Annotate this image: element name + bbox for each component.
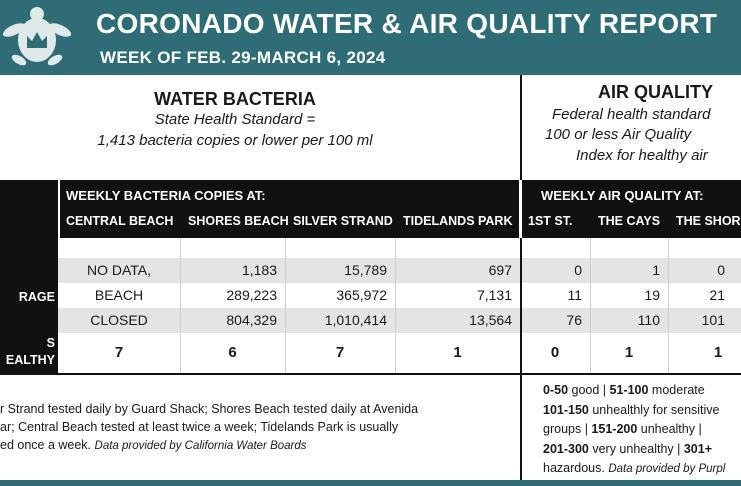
text: groups | (543, 422, 592, 436)
col-line (590, 238, 591, 373)
column-header: THE CAYS (598, 214, 661, 228)
group-header: WEEKLY BACTERIA COPIES AT: (66, 188, 266, 203)
aqi-legend: 0-50 good | 51-100 moderate 101-150 unhe… (543, 381, 725, 480)
footnote-line: ar; Central Beach tested at least twice … (0, 420, 399, 434)
cell: 1 (624, 344, 634, 361)
header-band: CORONADO WATER & AIR QUALITY REPORT WEEK… (0, 0, 741, 75)
footnote-source: Data provided by California Water Boards (94, 440, 307, 452)
standard-text: 1,413 bacteria copies or lower per 100 m… (97, 132, 373, 149)
row-label: RAGE (18, 290, 55, 304)
footnote-text: ed once a week. (0, 438, 95, 452)
cell: 15,789 (344, 261, 387, 278)
title: CORONADO WATER & AIR QUALITY REPORT (96, 8, 718, 39)
row-stripe (58, 258, 741, 283)
row-label: S EALTHY (5, 336, 55, 367)
column-header: THE SHORES (676, 214, 741, 228)
range: 51-100 (609, 383, 649, 397)
cell: NO DATA, (86, 261, 152, 278)
standard-text: Federal health standard (552, 106, 711, 123)
standard-text: Index for healthy air (576, 147, 708, 164)
footnote-line: ed once a week. Data provided by Califor… (0, 436, 418, 455)
col-line (668, 238, 669, 373)
cell: 1,010,414 (324, 311, 387, 328)
range: 101-150 (543, 402, 589, 417)
cell: BEACH (94, 286, 144, 303)
cell: 0 (550, 344, 560, 361)
divider (519, 180, 522, 238)
cell: 0 (717, 261, 725, 278)
text: good | (568, 383, 610, 397)
cell: 11 (567, 286, 582, 303)
cell: 21 (709, 286, 725, 303)
cell: 76 (566, 311, 582, 328)
cell: 7 (335, 344, 345, 361)
cell: 101 (701, 311, 725, 328)
turtle-logo (2, 7, 72, 66)
footnote: r Strand tested daily by Guard Shack; Sh… (0, 400, 418, 455)
cell: 697 (488, 261, 512, 278)
text: very unhealthy | (588, 441, 684, 456)
column-header: SILVER STRAND (293, 214, 393, 228)
col-line (520, 238, 522, 373)
text: unhealthly for sensitive (588, 402, 720, 417)
range: 151-200 (591, 422, 638, 436)
divider (520, 373, 522, 481)
table-header (0, 180, 741, 238)
cell: 6 (228, 344, 237, 361)
cell: 1 (652, 261, 660, 278)
cell: 110 (637, 311, 660, 328)
range: 0-50 (543, 383, 569, 397)
cell: 289,223 (226, 286, 277, 303)
row-stripe (58, 308, 741, 333)
cell: 365,972 (336, 286, 387, 303)
footnote-line: r Strand tested daily by Guard Shack; Sh… (0, 402, 419, 416)
column-header: TIDELANDS PARK (403, 214, 513, 228)
col-line (285, 238, 286, 373)
column-header: 1ST ST. (528, 214, 573, 228)
cell: 7,131 (476, 286, 512, 303)
col-line (180, 238, 181, 373)
col-line (395, 238, 396, 373)
standard-text: State Health Standard = (154, 111, 316, 128)
cell: CLOSED (90, 311, 148, 328)
cell: 0 (574, 261, 582, 278)
cell: 7 (114, 344, 124, 361)
column-header: CENTRAL BEACH (66, 214, 174, 228)
subtitle: WEEK OF FEB. 29-MARCH 6, 2024 (100, 48, 386, 67)
range: 201-300 (543, 441, 589, 456)
column-header: SHORES BEACH (188, 214, 289, 228)
text: unhealthy | (637, 422, 702, 436)
range: 301+ (683, 441, 712, 456)
group-header: WEEKLY AIR QUALITY AT: (541, 188, 704, 203)
standard-text: 100 or less Air Quality (545, 126, 692, 143)
cell: 804,329 (226, 311, 277, 328)
cell: 13,564 (469, 311, 512, 328)
cell: 1 (453, 344, 462, 361)
section-title: AIR QUALITY (598, 82, 713, 102)
source: Data provided by Purpl (608, 463, 726, 475)
cell: 1,183 (241, 261, 277, 278)
divider (58, 180, 60, 238)
label-column (0, 238, 58, 373)
rule (0, 373, 741, 375)
cell: 1 (713, 344, 723, 361)
text: moderate (648, 383, 705, 397)
text: hazardous. (543, 461, 609, 475)
section-title: WATER BACTERIA (154, 89, 316, 109)
footer-band (0, 480, 741, 486)
divider (520, 75, 522, 180)
cell: 19 (644, 286, 660, 303)
